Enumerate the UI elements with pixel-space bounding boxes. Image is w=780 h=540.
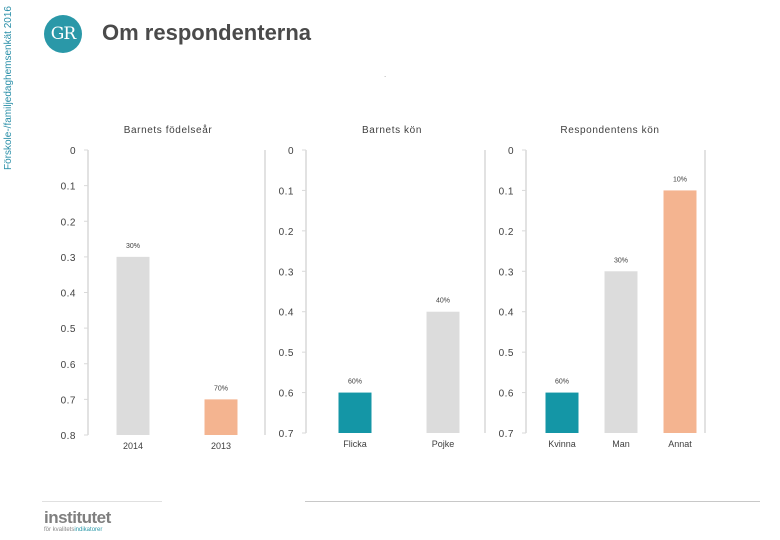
y-tick-label: 0.4 (61, 289, 76, 300)
page-title: Om respondenterna (102, 20, 312, 45)
data-label: 40% (436, 298, 450, 305)
bar-man (604, 271, 638, 433)
y-tick-label: 0.2 (61, 217, 76, 228)
bar-pojke (426, 311, 460, 433)
y-tick-label: 0.6 (499, 389, 514, 400)
category-label: 2013 (211, 441, 231, 451)
y-tick-label: 0.1 (279, 186, 294, 197)
category-label: 2014 (123, 441, 143, 451)
y-tick-label: 0 (288, 146, 294, 157)
data-label: 60% (348, 379, 362, 386)
y-tick-label: 0.7 (499, 429, 514, 440)
y-tick-label: 0.3 (499, 267, 514, 278)
y-tick-label: 0.4 (499, 308, 514, 319)
bar-kvinna (545, 392, 579, 433)
y-tick-label: 0.2 (279, 227, 294, 238)
y-tick-label: 0.5 (61, 324, 76, 335)
y-tick-label: 0.1 (499, 186, 514, 197)
data-label: 60% (555, 379, 569, 386)
y-tick-label: 0.8 (61, 431, 76, 442)
bar-2014 (116, 256, 150, 435)
y-tick-label: 0 (70, 146, 76, 157)
institutet-tagline: för kvalitetsindikatorer (44, 527, 102, 533)
category-label: Kvinna (548, 439, 576, 449)
footer-divider (305, 501, 760, 502)
y-tick-label: 0.5 (279, 348, 294, 359)
category-label: Man (612, 439, 630, 449)
y-tick-label: 0.3 (279, 267, 294, 278)
y-tick-label: 0.7 (61, 395, 76, 406)
footer-divider-left (42, 501, 162, 502)
bar-annat (663, 190, 697, 433)
data-label: 30% (126, 243, 140, 250)
y-tick-label: 0.7 (279, 429, 294, 440)
y-tick-label: 0 (508, 146, 514, 157)
y-tick-label: 0.2 (499, 227, 514, 238)
bar-flicka (338, 392, 372, 433)
chart-title: Respondentens kön (560, 125, 659, 136)
gr-logo: GR (44, 15, 82, 53)
chart-title: Barnets kön (362, 125, 422, 136)
category-label: Pojke (432, 439, 455, 449)
y-tick-label: 0.5 (499, 348, 514, 359)
y-tick-label: 0.6 (61, 360, 76, 371)
category-label: Flicka (343, 439, 367, 449)
y-tick-label: 0.1 (61, 182, 76, 193)
data-label: 70% (214, 385, 228, 392)
category-label: Annat (668, 439, 692, 449)
stray-dot: . (384, 70, 387, 79)
y-tick-label: 0.6 (279, 389, 294, 400)
tagline-part-b: indikatorer (74, 527, 103, 533)
institutet-logo: institutet (44, 508, 111, 527)
chart-title: Barnets födelseår (124, 124, 213, 136)
y-tick-label: 0.4 (279, 308, 294, 319)
data-label: 10% (673, 176, 687, 183)
bar-2013 (204, 399, 238, 435)
tagline-part-a: för kvalitets (44, 527, 75, 533)
y-tick-label: 0.3 (61, 253, 76, 264)
data-label: 30% (614, 257, 628, 264)
